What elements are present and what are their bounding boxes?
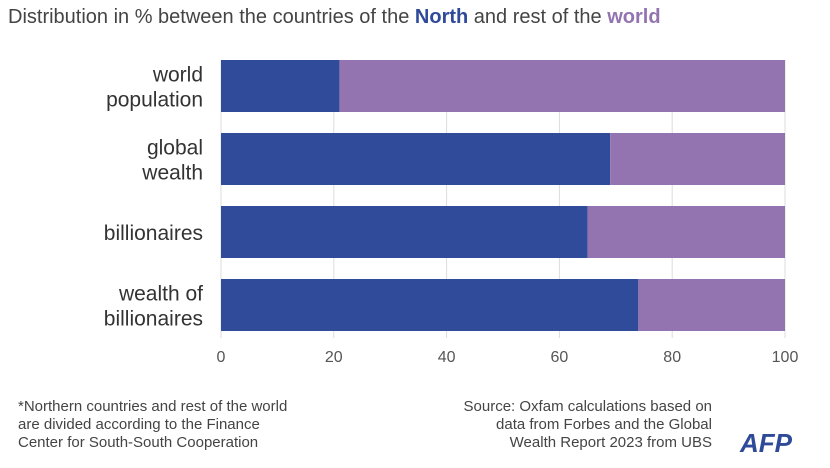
- title-text: Distribution in % between the countries …: [8, 6, 415, 28]
- x-tick-label: 100: [772, 349, 799, 366]
- bar-world: [587, 206, 785, 258]
- title-text-2: and rest of the: [468, 6, 608, 28]
- x-tick-label: 20: [325, 349, 343, 366]
- category-label: billionaires: [104, 308, 203, 331]
- chart-title: Distribution in % between the countries …: [8, 6, 661, 29]
- footnote: *Northern countries and rest of the worl…: [18, 398, 287, 452]
- x-tick-label: 40: [438, 349, 456, 366]
- bar-north: [221, 60, 340, 112]
- title-north: North: [414, 6, 469, 28]
- x-tick-label: 0: [217, 349, 226, 366]
- x-tick-label: 60: [551, 349, 569, 366]
- category-label: wealth of: [118, 283, 203, 306]
- category-label: billionaires: [104, 222, 203, 245]
- footnote-line: are divided according to the Finance: [18, 416, 260, 433]
- footnote-line: *Northern countries and rest of the worl…: [18, 398, 288, 415]
- bar-world: [339, 60, 785, 112]
- bar-north: [221, 133, 611, 185]
- bar-world: [610, 133, 785, 185]
- footnote-line: Center for South-South Cooperation: [18, 434, 259, 451]
- category-label: world: [152, 64, 203, 87]
- bar-north: [221, 279, 639, 331]
- source-note: Source: Oxfam calculations based on data…: [464, 398, 712, 452]
- title-world: world: [607, 6, 661, 28]
- bar-north: [221, 206, 588, 258]
- category-label: population: [106, 89, 203, 112]
- source-line: Wealth Report 2023 from UBS: [509, 434, 712, 451]
- category-label: wealth: [141, 162, 203, 185]
- source-line: data from Forbes and the Global: [496, 416, 712, 433]
- bar-world: [638, 279, 785, 331]
- x-tick-label: 80: [663, 349, 681, 366]
- category-label: global: [147, 137, 203, 160]
- source-line: Source: Oxfam calculations based on: [463, 398, 712, 415]
- afp-logo: AFP: [740, 428, 792, 458]
